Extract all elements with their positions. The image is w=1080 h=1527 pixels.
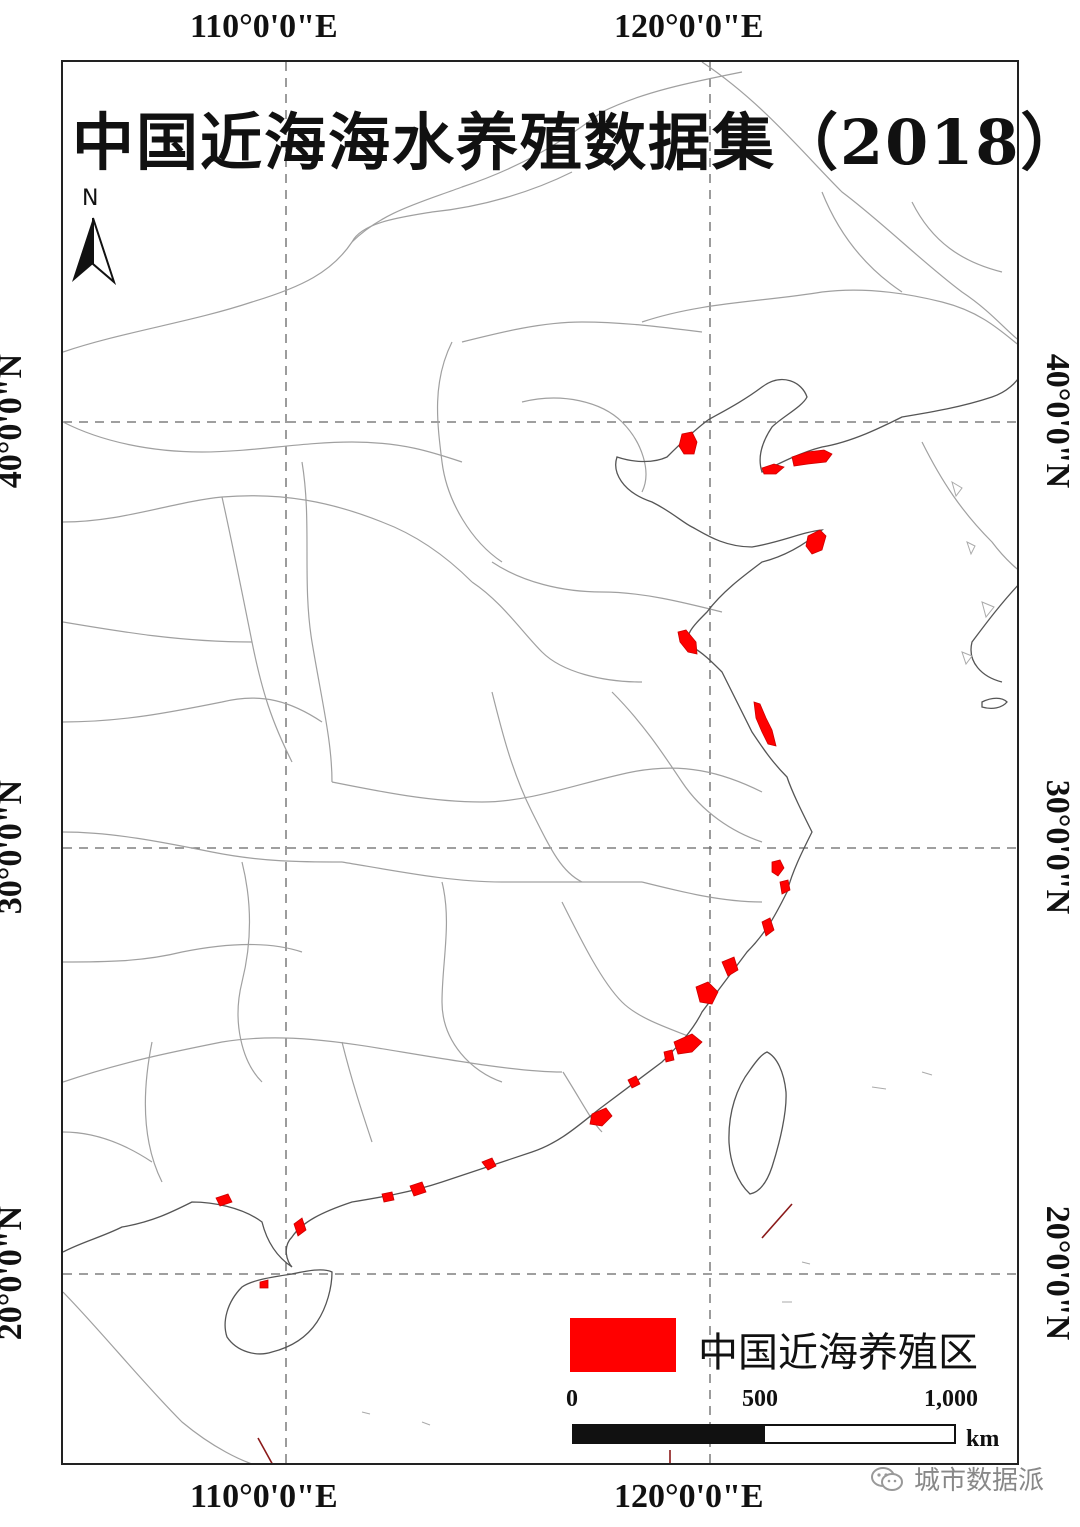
province-boundaries [63, 62, 1017, 1463]
lat-label-right-30: 30°0'0"N [1039, 779, 1077, 915]
aquaculture-hainan [259, 1279, 269, 1289]
aquaculture-liaodong-south [761, 463, 785, 475]
map-frame [61, 60, 1019, 1465]
scale-tick-0: 0 [566, 1386, 578, 1412]
aquaculture-shandong-tip [805, 529, 827, 555]
watermark-text: 城市数据派 [914, 1466, 1045, 1496]
aquaculture-liaodong-east [791, 449, 833, 467]
aquaculture-fujian-1 [721, 956, 739, 977]
map-canvas [63, 62, 1017, 1463]
watermark: 城市数据派 [870, 1460, 1044, 1497]
legend-swatch [570, 1318, 676, 1372]
north-arrow-label: N [82, 186, 99, 211]
lat-label-left-40: 40°0'0"N [0, 353, 30, 489]
graticule [63, 62, 1017, 1463]
aquaculture-bohai-west [678, 431, 698, 455]
aquaculture-zhejiang-1 [771, 859, 785, 877]
lon-label-bottom-120: 120°0'0"E [614, 1478, 764, 1515]
aquaculture-pearl-river [481, 1157, 497, 1171]
lon-label-top-120: 120°0'0"E [614, 8, 764, 45]
aquaculture-guangdong-2 [627, 1075, 641, 1089]
wechat-icon [871, 1466, 903, 1491]
offshore-islands [361, 480, 995, 1426]
aquaculture-zhejiang-2 [779, 879, 791, 895]
aquaculture-laizhou [677, 629, 698, 655]
lat-label-left-30: 30°0'0"N [0, 779, 30, 915]
scale-tick-500: 500 [742, 1386, 778, 1412]
aquaculture-guangdong-west-2 [381, 1191, 395, 1203]
coastline [63, 378, 1017, 1355]
lat-label-right-20: 20°0'0"N [1039, 1205, 1077, 1341]
aquaculture-fujian-4 [663, 1049, 675, 1063]
aquaculture-fujian-2 [695, 981, 719, 1005]
aquaculture-guangdong-west [409, 1181, 427, 1197]
map-title: 中国近海海水养殖数据集（2018） [72, 106, 1080, 179]
aquaculture-zhejiang-3 [761, 917, 775, 937]
north-arrow-icon [72, 217, 117, 286]
lon-label-bottom-110: 110°0'0"E [190, 1478, 338, 1515]
aquaculture-jiangsu [753, 701, 777, 747]
legend-label: 中国近海养殖区 [698, 1330, 978, 1376]
scale-bar [572, 1424, 956, 1444]
aquaculture-guangdong-east [589, 1107, 613, 1127]
aquaculture-fujian-3 [673, 1033, 703, 1055]
lat-label-right-40: 40°0'0"N [1039, 353, 1077, 489]
aquaculture-areas [215, 431, 833, 1289]
aquaculture-leizhou [293, 1217, 307, 1237]
scale-unit: km [966, 1426, 1000, 1452]
scale-bar-black-segment [574, 1426, 765, 1442]
legend: 中国近海养殖区 [570, 1318, 1010, 1378]
lat-label-left-20: 20°0'0"N [0, 1205, 30, 1341]
aquaculture-beibu [215, 1193, 233, 1207]
fault-lines [257, 1203, 793, 1463]
lon-label-top-110: 110°0'0"E [190, 8, 338, 45]
scale-tick-1000: 1,000 [924, 1386, 978, 1412]
